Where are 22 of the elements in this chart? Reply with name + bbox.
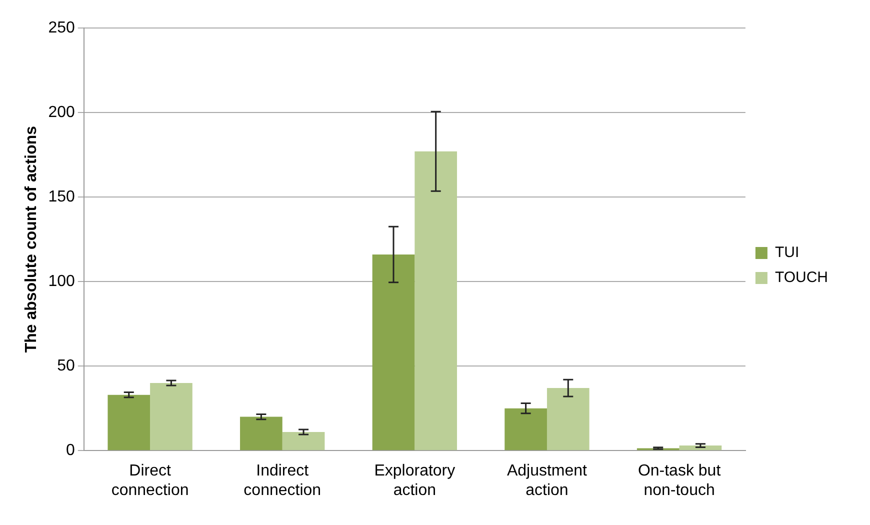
bar	[240, 416, 282, 450]
bar	[108, 394, 150, 450]
y-tick-label: 250	[48, 19, 75, 36]
bar	[546, 388, 590, 450]
legend-label: TUI	[774, 244, 800, 262]
bar	[150, 382, 192, 450]
x-tick-label: On-task but non-touch	[638, 462, 722, 499]
bar	[282, 432, 325, 450]
bar	[372, 254, 415, 450]
x-tick-label: Direct connection	[111, 462, 189, 499]
legend-label: TOUCH	[774, 269, 828, 286]
y-tick-label: 150	[48, 188, 75, 206]
y-tick-label: 200	[48, 104, 75, 121]
y-tick-label: 0	[66, 442, 75, 460]
x-tick-label: Exploratory action	[374, 462, 456, 499]
x-tick-label: Indirect connection	[244, 462, 322, 499]
bar	[504, 408, 547, 450]
y-axis-title: The absolute count of actions	[23, 126, 40, 353]
bar	[414, 151, 458, 450]
y-tick-label: 50	[57, 357, 75, 374]
x-tick-label: Adjustment action	[506, 462, 588, 499]
y-tick-label: 100	[48, 272, 75, 290]
